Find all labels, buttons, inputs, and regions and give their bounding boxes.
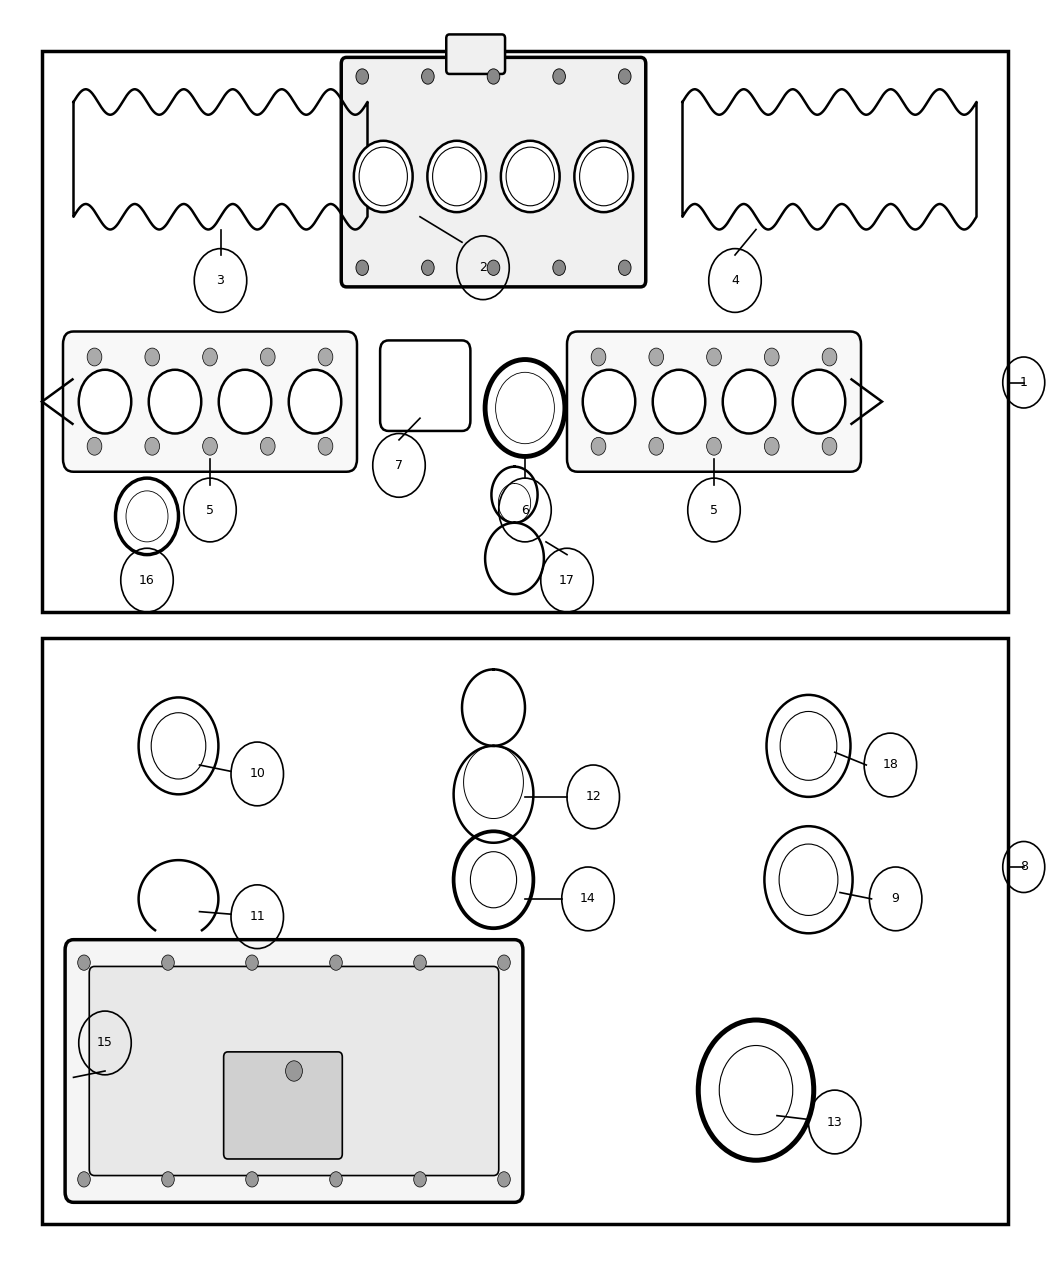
Circle shape (487, 260, 500, 275)
Circle shape (496, 372, 554, 444)
Circle shape (356, 260, 369, 275)
Bar (42, 638, 1008, 1224)
FancyBboxPatch shape (224, 1052, 342, 1159)
Circle shape (591, 437, 606, 455)
Text: 17: 17 (559, 574, 575, 586)
Text: 3: 3 (216, 274, 225, 287)
Circle shape (246, 1172, 258, 1187)
Circle shape (203, 348, 217, 366)
Circle shape (722, 370, 775, 434)
Circle shape (286, 1061, 302, 1081)
Circle shape (707, 437, 721, 455)
Circle shape (591, 348, 606, 366)
Circle shape (780, 711, 837, 780)
Text: 9: 9 (891, 892, 900, 905)
Circle shape (764, 437, 779, 455)
Circle shape (764, 348, 779, 366)
Circle shape (414, 955, 426, 970)
Circle shape (574, 140, 633, 212)
Text: 8: 8 (1020, 861, 1028, 873)
Text: 1: 1 (1020, 376, 1028, 389)
Text: 2: 2 (479, 261, 487, 274)
Circle shape (618, 260, 631, 275)
Circle shape (78, 1172, 90, 1187)
Circle shape (553, 69, 565, 84)
FancyBboxPatch shape (65, 940, 523, 1202)
Circle shape (822, 437, 837, 455)
Text: 12: 12 (586, 790, 601, 803)
Circle shape (422, 260, 435, 275)
Circle shape (470, 852, 517, 908)
Text: 18: 18 (882, 759, 899, 771)
Text: 16: 16 (139, 574, 155, 586)
Circle shape (318, 437, 333, 455)
FancyBboxPatch shape (446, 34, 505, 74)
Circle shape (162, 955, 174, 970)
Circle shape (126, 491, 168, 542)
Circle shape (218, 370, 271, 434)
Circle shape (653, 370, 706, 434)
Text: 6: 6 (521, 504, 529, 516)
Circle shape (793, 370, 845, 434)
Circle shape (145, 348, 160, 366)
Circle shape (618, 69, 631, 84)
Circle shape (822, 348, 837, 366)
Circle shape (203, 437, 217, 455)
Circle shape (149, 370, 202, 434)
Circle shape (498, 955, 510, 970)
Circle shape (649, 348, 664, 366)
Text: 15: 15 (97, 1037, 113, 1049)
Circle shape (87, 437, 102, 455)
Text: 5: 5 (206, 504, 214, 516)
Circle shape (649, 437, 664, 455)
Circle shape (145, 437, 160, 455)
Circle shape (356, 69, 369, 84)
Circle shape (162, 1172, 174, 1187)
Text: 14: 14 (580, 892, 596, 905)
Circle shape (151, 713, 206, 779)
Text: 10: 10 (249, 768, 266, 780)
Text: 13: 13 (827, 1116, 842, 1128)
Circle shape (246, 955, 258, 970)
FancyBboxPatch shape (89, 966, 499, 1176)
FancyBboxPatch shape (341, 57, 646, 287)
Circle shape (260, 348, 275, 366)
FancyBboxPatch shape (63, 332, 357, 472)
Text: 11: 11 (250, 910, 265, 923)
Circle shape (583, 370, 635, 434)
FancyBboxPatch shape (380, 340, 470, 431)
Circle shape (498, 1172, 510, 1187)
Circle shape (330, 1172, 342, 1187)
Bar (42, 51, 1008, 612)
Circle shape (354, 140, 413, 212)
Circle shape (79, 370, 131, 434)
Text: 7: 7 (395, 459, 403, 472)
Circle shape (87, 348, 102, 366)
Circle shape (260, 437, 275, 455)
Circle shape (414, 1172, 426, 1187)
Circle shape (779, 844, 838, 915)
Circle shape (501, 140, 560, 212)
Circle shape (330, 955, 342, 970)
Circle shape (427, 140, 486, 212)
Circle shape (553, 260, 565, 275)
Circle shape (487, 69, 500, 84)
Circle shape (422, 69, 435, 84)
FancyBboxPatch shape (567, 332, 861, 472)
Text: 5: 5 (710, 504, 718, 516)
Text: 4: 4 (731, 274, 739, 287)
Circle shape (78, 955, 90, 970)
Circle shape (289, 370, 341, 434)
Circle shape (719, 1046, 793, 1135)
Circle shape (707, 348, 721, 366)
Circle shape (318, 348, 333, 366)
